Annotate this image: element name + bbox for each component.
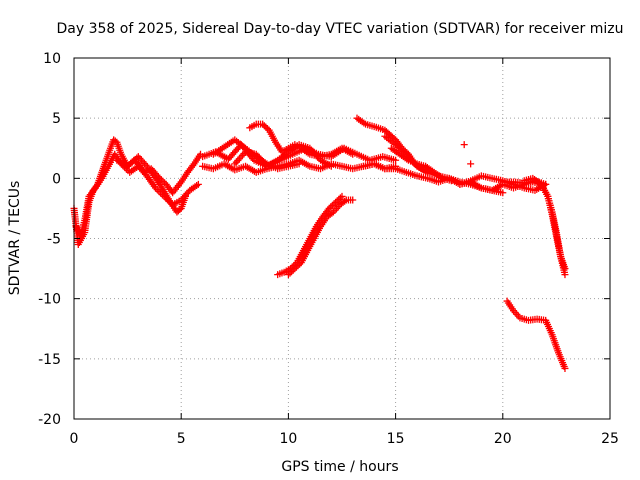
data-point	[295, 160, 303, 168]
data-point	[328, 201, 336, 209]
chart-title: Day 358 of 2025, Sidereal Day-to-day VTE…	[57, 21, 624, 37]
series-track-14	[359, 160, 550, 194]
data-point	[561, 364, 569, 372]
data-point	[289, 266, 297, 274]
data-point	[263, 125, 271, 133]
grid	[74, 58, 610, 419]
data-point	[296, 260, 304, 268]
data-point	[341, 197, 349, 205]
data-point	[181, 192, 189, 200]
x-tick-label: 15	[387, 431, 405, 447]
data-point	[294, 262, 302, 270]
series-track-19	[520, 174, 569, 273]
data-point	[392, 156, 400, 164]
axis-ticks: 0 5 10 15 20 25 -20 -15 -10 -5 0 5 10	[38, 51, 619, 447]
data-points	[70, 114, 569, 372]
data-point	[291, 265, 299, 273]
x-tick-label: 5	[177, 431, 186, 447]
data-point	[561, 271, 569, 279]
data-point	[286, 269, 294, 277]
series-track-18	[499, 178, 569, 279]
data-point	[288, 268, 296, 276]
data-point	[561, 265, 569, 273]
y-axis-label: SDTVAR / TECUs	[7, 181, 23, 296]
data-point	[330, 200, 338, 208]
data-point	[262, 123, 270, 131]
data-point	[335, 195, 343, 203]
series-track-6	[209, 136, 303, 173]
y-tick-label: -10	[38, 292, 61, 308]
data-point	[328, 209, 336, 217]
data-point	[332, 198, 340, 206]
data-point	[349, 196, 357, 204]
data-point	[325, 204, 333, 212]
x-tick-label: 25	[601, 431, 619, 447]
data-point	[333, 197, 341, 205]
x-tick-label: 0	[70, 431, 79, 447]
series-track-16	[460, 141, 468, 149]
y-tick-label: 5	[52, 111, 61, 127]
data-point	[292, 263, 300, 271]
series-track-3	[113, 153, 189, 216]
x-tick-label: 20	[494, 431, 512, 447]
data-point	[284, 271, 292, 279]
y-tick-label: -15	[38, 352, 61, 368]
data-point	[499, 189, 507, 197]
y-tick-label: -20	[38, 412, 61, 428]
series-track-17	[467, 160, 475, 168]
data-point	[260, 122, 268, 130]
series-track-7	[246, 120, 357, 161]
data-point	[327, 203, 335, 211]
y-tick-label: 0	[52, 171, 61, 187]
y-tick-label: 10	[43, 51, 61, 67]
data-point	[259, 120, 267, 128]
data-point	[338, 192, 346, 200]
data-point	[336, 194, 344, 202]
series-track-2	[72, 150, 202, 240]
y-tick-label: -5	[47, 232, 61, 248]
data-point	[467, 160, 475, 168]
data-point	[194, 180, 202, 188]
data-point	[327, 162, 335, 170]
series-track-9	[274, 192, 346, 279]
series-track-10	[284, 196, 357, 279]
x-axis-label: GPS time / hours	[281, 459, 398, 475]
data-point	[349, 150, 357, 158]
series-track-20	[503, 297, 569, 372]
series-track-8	[231, 141, 335, 170]
x-tick-label: 10	[279, 431, 297, 447]
data-point	[460, 141, 468, 149]
